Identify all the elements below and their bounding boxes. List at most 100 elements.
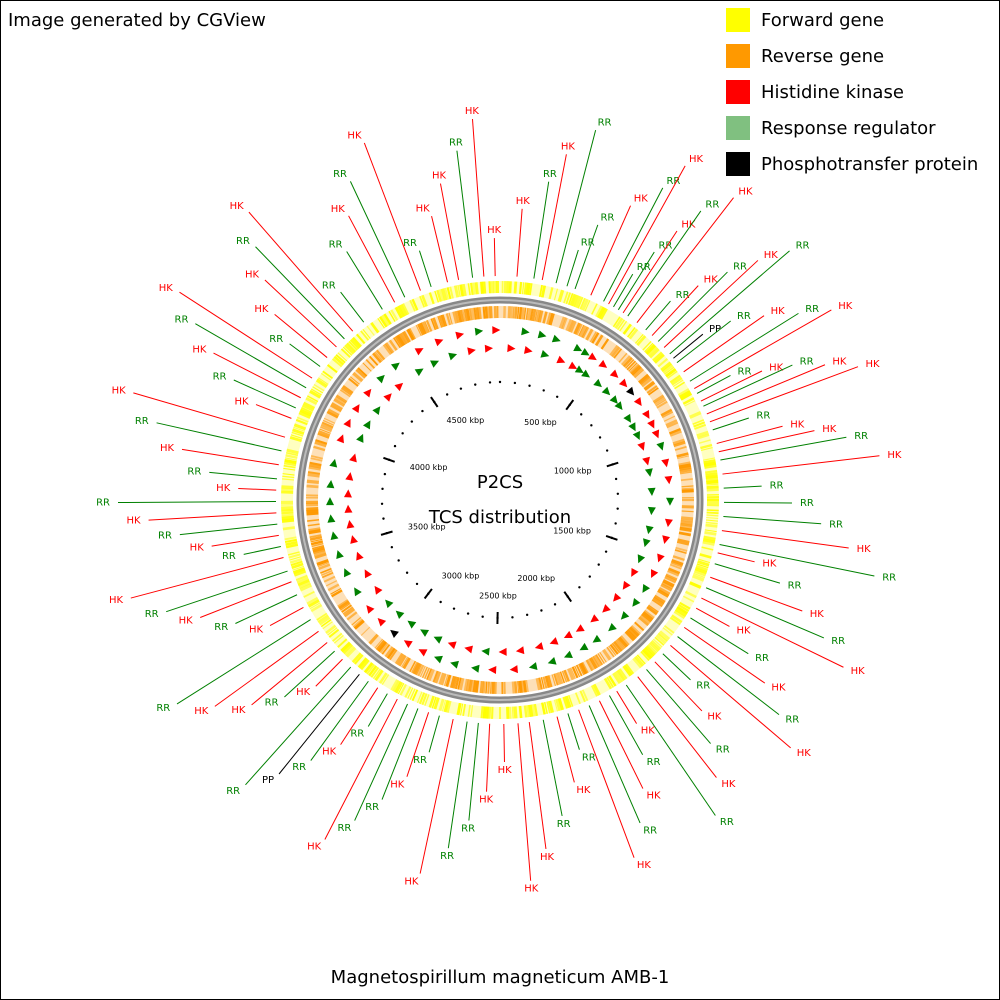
gene-stripe — [289, 436, 303, 443]
gene-stripe — [595, 305, 603, 318]
gene-stripe — [433, 697, 440, 710]
gene-stripe — [514, 681, 518, 694]
feature-line — [456, 150, 474, 278]
feature-marker — [590, 614, 600, 623]
gene-stripe — [311, 542, 324, 548]
feature-line — [289, 343, 321, 367]
feature-marker — [326, 497, 335, 506]
gene-stripe — [360, 330, 370, 341]
gene-stripe — [571, 666, 579, 679]
gene-stripe — [475, 307, 480, 320]
gene-stripe — [310, 540, 324, 546]
gene-stripe — [320, 426, 332, 433]
gene-stripe — [665, 419, 678, 427]
gene-stripe — [698, 439, 711, 444]
backbone-inner — [299, 299, 701, 701]
feature-marker — [414, 348, 424, 356]
gene-stripe — [665, 573, 678, 581]
feature-marker — [509, 665, 518, 674]
feature-line — [493, 238, 496, 277]
feature-label: HK — [479, 795, 494, 806]
feature-line — [694, 309, 832, 389]
feature-label: HK — [771, 683, 786, 694]
feature-marker — [618, 378, 628, 388]
minor-tick — [496, 616, 499, 620]
gene-stripe — [681, 516, 694, 521]
gene-stripe — [646, 385, 658, 394]
gene-stripe — [342, 346, 353, 356]
gene-stripe — [596, 306, 606, 319]
feature-marker — [547, 656, 557, 665]
gene-stripe — [625, 359, 635, 369]
gene-stripe — [540, 677, 545, 690]
feature-label: RR — [737, 311, 751, 322]
gene-stripe — [301, 406, 313, 414]
gene-stripe — [627, 327, 636, 338]
feature-marker — [418, 649, 428, 657]
gene-stripe — [643, 380, 656, 391]
feature-marker — [481, 647, 490, 656]
feature-label: RR — [716, 745, 730, 756]
gene-stripe — [667, 569, 680, 577]
gene-stripe — [682, 595, 695, 603]
minor-tick — [566, 595, 569, 598]
gene-stripe — [321, 571, 334, 579]
gene-stripe — [638, 373, 650, 384]
feature-marker — [579, 642, 589, 651]
gene-stripe — [574, 692, 581, 705]
gene-stripe — [281, 478, 295, 481]
gene-stripe — [424, 667, 430, 680]
gene-stripe — [706, 479, 719, 485]
gene-stripe — [382, 343, 393, 356]
feature-label: HK — [832, 357, 847, 368]
gene-stripe — [561, 317, 568, 330]
gene-stripe — [652, 638, 663, 648]
gene-stripe — [705, 474, 718, 479]
feature-marker — [642, 583, 651, 593]
gene-stripe — [589, 657, 598, 670]
gene-stripe — [327, 408, 340, 417]
header: Image generated by CGView — [8, 10, 266, 31]
feature-marker — [385, 599, 394, 609]
feature-line — [706, 364, 826, 415]
gene-stripe — [523, 307, 527, 320]
gene-stripe — [310, 388, 322, 396]
tick-label: 2000 kbp — [517, 574, 555, 583]
gene-stripe — [657, 588, 670, 598]
gene-stripe — [509, 306, 514, 319]
minor-tick — [381, 487, 384, 491]
gene-stripe — [678, 389, 691, 399]
feature-marker — [647, 487, 656, 496]
gene-stripe — [290, 560, 303, 567]
gene-stripe — [312, 546, 325, 553]
gene-stripe — [425, 319, 433, 332]
feature-marker — [390, 629, 399, 638]
gene-stripe — [462, 309, 466, 322]
feature-marker — [575, 624, 585, 632]
feature-marker — [593, 378, 602, 388]
gene-stripe — [283, 467, 296, 471]
feature-label: RR — [269, 334, 283, 345]
gene-stripe — [518, 705, 523, 719]
gene-stripe — [555, 672, 562, 685]
feature-marker — [363, 388, 372, 398]
gene-stripe — [401, 303, 410, 315]
gene-stripe — [375, 349, 386, 361]
feature-marker — [327, 514, 336, 523]
feature-line — [709, 366, 859, 423]
feature-marker — [329, 458, 338, 468]
gene-stripe — [407, 687, 414, 699]
minor-tick — [405, 571, 409, 574]
gene-stripe — [592, 654, 602, 667]
feature-marker — [625, 386, 635, 396]
gene-stripe — [396, 334, 406, 347]
feature-marker — [414, 368, 424, 377]
gene-stripe — [375, 639, 386, 651]
gene-stripe — [627, 627, 639, 639]
gene-stripe — [614, 639, 625, 651]
feature-label: HK — [230, 201, 245, 212]
legend-swatch — [726, 116, 750, 140]
gene-stripe — [409, 327, 416, 340]
